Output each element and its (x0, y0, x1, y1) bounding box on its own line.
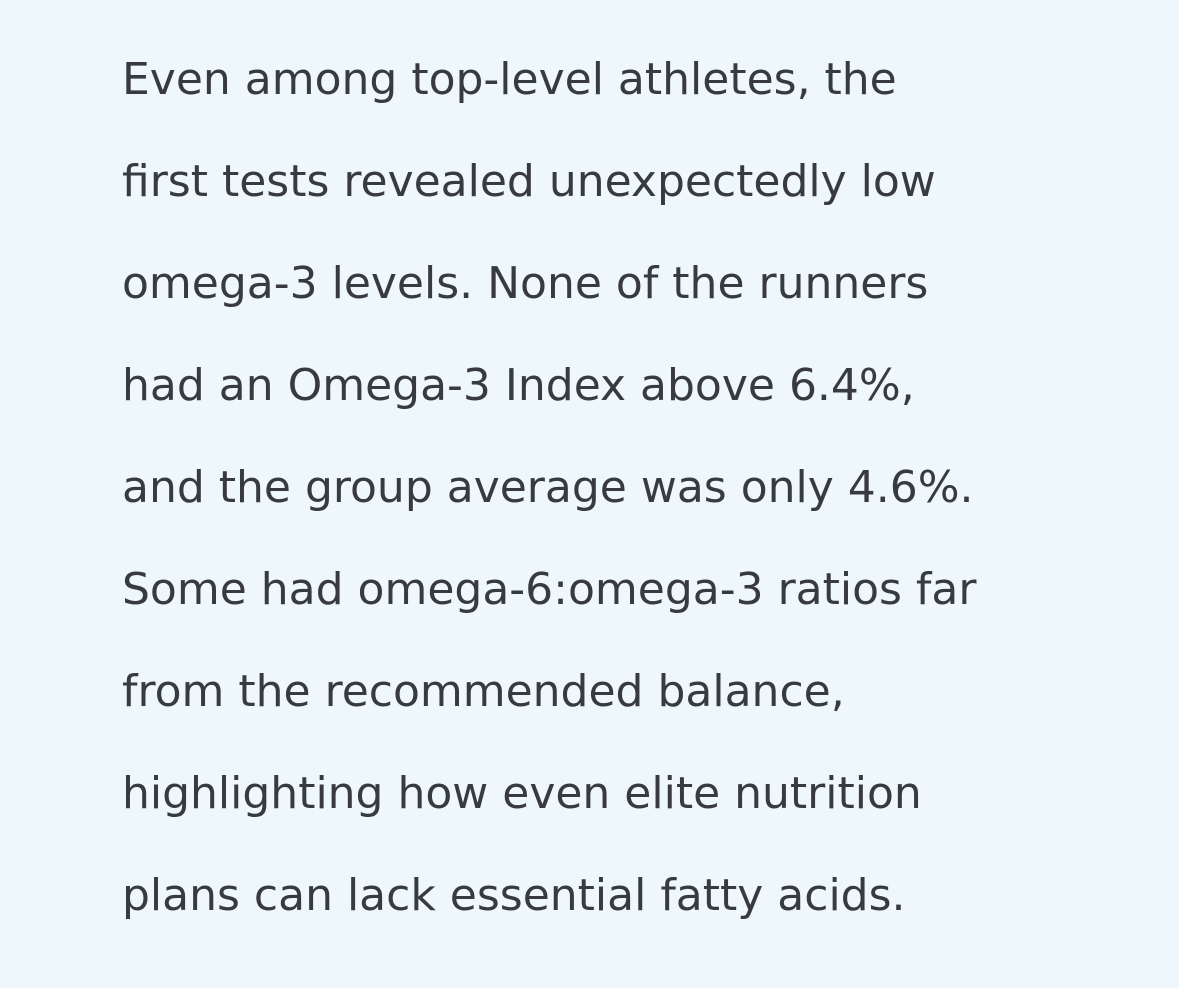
paragraph: Even among top-level athletes, the first … (122, 29, 976, 947)
text-line: Some had omega-6:omega-3 ratios far (122, 564, 977, 615)
text-line: Even among top-level athletes, the (122, 54, 897, 105)
text-line: from the recommended balance, (122, 666, 845, 717)
text-line: and the group average was only 4.6%. (122, 462, 974, 513)
text-line: highlighting how even elite nutrition (122, 768, 922, 819)
text-line: had an Omega-3 Index above 6.4%, (122, 360, 915, 411)
text-line: first tests revealed unexpectedly low (122, 156, 936, 207)
text-line: omega-3 levels. None of the runners (122, 258, 929, 309)
text-line: plans can lack essential fatty acids. (122, 870, 906, 921)
